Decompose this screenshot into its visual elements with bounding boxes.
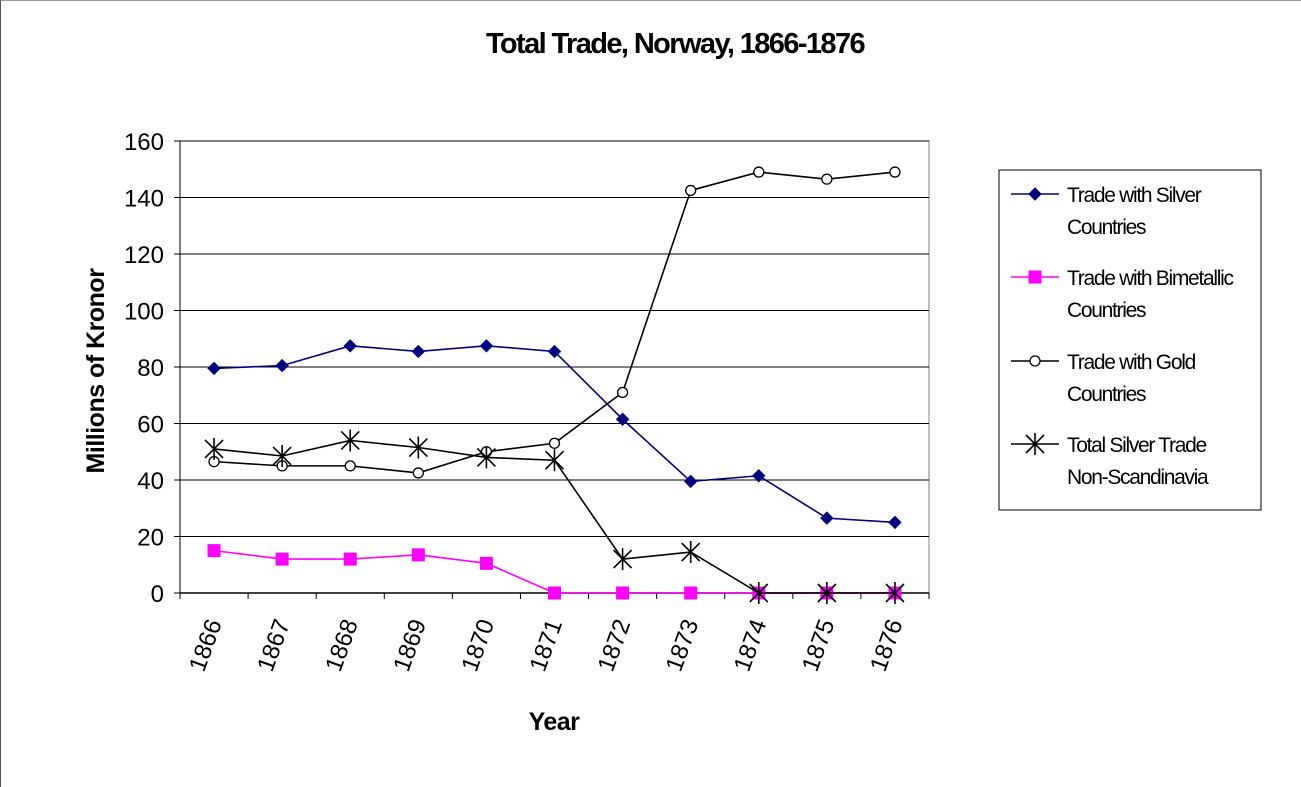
data-point [275,552,289,566]
data-point [343,552,357,566]
data-point [685,184,697,197]
data-point [204,437,224,460]
chart-title: Total Trade, Norway, 1866-1876 [486,28,866,60]
legend-label: Countries [1067,216,1146,239]
data-point [752,469,766,483]
y-tick-label: 0 [151,581,164,608]
legend-entry-3: Trade with Gold Countries [1011,351,1197,406]
legend-entry-2: Trade with Bimetallic Countries [1011,267,1235,322]
data-point [544,449,565,472]
data-point [888,515,902,530]
y-tick-label: 160 [124,129,164,156]
data-point [275,358,289,373]
data-point [749,582,769,604]
data-point [479,339,494,353]
legend-entry-1: Trade with Silver Countries [1011,184,1203,239]
data-point [476,446,496,469]
legend-marker [1029,355,1041,367]
x-tick-label: 1867 [252,616,296,675]
data-point [548,437,561,449]
data-point [615,412,630,426]
data-point [408,436,428,459]
data-point [207,544,221,558]
legend-marker [1028,187,1042,201]
x-tick-label: 1872 [593,616,637,675]
x-tick-label: 1876 [865,616,909,675]
y-axis-title: Millions of Kronor [82,268,110,474]
y-tick-label: 20 [137,525,164,552]
data-point [344,460,356,472]
y-tick-label: 140 [124,186,164,213]
legend-entry-4: Total Silver Trade Non-Scandinavia [1011,433,1210,489]
legend-label: Trade with Gold [1067,351,1196,374]
data-point [272,444,292,467]
y-tick-label: 60 [137,412,164,439]
data-point [548,586,561,600]
series-3 [208,166,901,479]
legend-label: Countries [1067,299,1146,322]
legend-label: Trade with Silver [1067,184,1202,207]
legend-label: Total Silver Trade [1067,434,1206,457]
legend-box [998,169,1262,511]
legend-label: Trade with Bimetallic [1067,267,1233,290]
legend-label: Non-Scandinavia [1067,466,1209,489]
gridlines [180,140,929,537]
legend-label: Countries [1067,383,1146,406]
data-point [479,556,493,570]
data-point [613,548,633,571]
x-tick-label: 1875 [797,616,841,675]
data-point [889,166,901,178]
y-tick-label: 80 [137,355,164,382]
data-point [817,582,837,604]
series-1 [207,339,902,530]
data-point [411,344,426,359]
x-tick-label: 1871 [525,616,569,675]
data-point [412,467,424,479]
x-tick-label: 1870 [456,616,500,675]
x-axis-title: Year [529,708,581,736]
y-tick-label: 40 [137,468,164,495]
x-tick-label: 1873 [661,616,705,675]
data-point [820,511,834,525]
x-tick-label: 1866 [184,616,228,675]
data-point [683,474,698,489]
data-point [547,344,562,359]
legend-marker [1028,270,1042,284]
x-tick-label: 1869 [388,616,432,675]
data-point [207,361,221,376]
data-point [340,429,360,452]
y-tick-label: 120 [124,242,164,269]
data-point [411,548,425,562]
series-layer [204,166,905,604]
legend-marker [1025,433,1045,455]
data-point [821,173,833,185]
data-point [616,586,630,600]
x-tick-label: 1874 [729,616,773,675]
data-point [616,386,629,399]
x-tick-label: 1868 [320,616,364,675]
data-point [681,541,701,564]
data-point [684,586,698,600]
data-point [885,582,905,604]
y-tick-label: 100 [124,299,164,326]
data-point [753,166,765,178]
series-4 [204,429,905,604]
data-point [343,339,357,353]
